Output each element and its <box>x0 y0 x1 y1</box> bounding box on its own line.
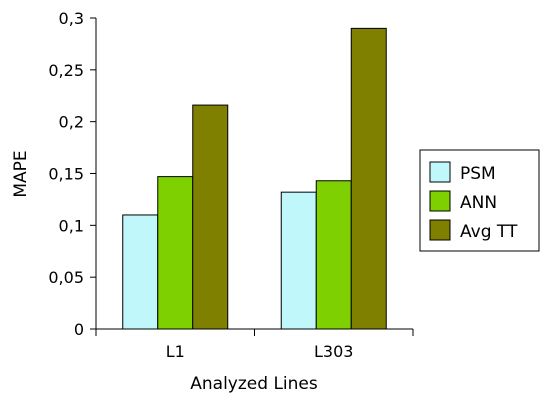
legend-items: PSM ANN Avg TT <box>429 161 518 242</box>
legend-swatch <box>429 190 451 212</box>
y-tick-label: 0,05 <box>48 268 84 287</box>
x-tick-label: L1 <box>166 342 185 361</box>
bar-ann-l1 <box>157 176 194 330</box>
axes-layer: 0 0,05 0,1 0,15 0,2 0,25 0,3 L1 L303 MAPE Analy… <box>11 9 414 394</box>
legend: PSM ANN Avg TT <box>419 149 540 252</box>
legend-label: ANN <box>460 193 497 213</box>
x-ticks: L1 L303 <box>95 329 414 361</box>
y-tick-label: 0,1 <box>59 216 84 235</box>
legend-swatch <box>429 161 451 183</box>
y-ticks: 0 0,05 0,1 0,15 0,2 0,25 0,3 <box>48 9 96 339</box>
legend-label: Avg TT <box>460 222 518 242</box>
y-tick-label: 0,15 <box>48 165 84 184</box>
y-axis-label: MAPE <box>11 150 31 197</box>
bar-psm-l303 <box>280 191 317 330</box>
legend-swatch <box>429 219 451 241</box>
bar-ann-l303 <box>315 180 352 330</box>
bar-avg-tt-l1 <box>192 104 229 330</box>
y-tick-label: 0,3 <box>59 9 84 28</box>
y-tick-label: 0,25 <box>48 61 84 80</box>
y-tick-label: 0,2 <box>59 113 84 132</box>
y-tick-label: 0 <box>74 320 84 339</box>
bar-avg-tt-l303 <box>350 27 387 330</box>
x-axis-label: Analyzed Lines <box>190 374 318 394</box>
bars-layer <box>122 27 387 330</box>
bar-psm-l1 <box>122 214 159 330</box>
x-tick-label: L303 <box>314 342 353 361</box>
legend-label: PSM <box>460 164 496 184</box>
